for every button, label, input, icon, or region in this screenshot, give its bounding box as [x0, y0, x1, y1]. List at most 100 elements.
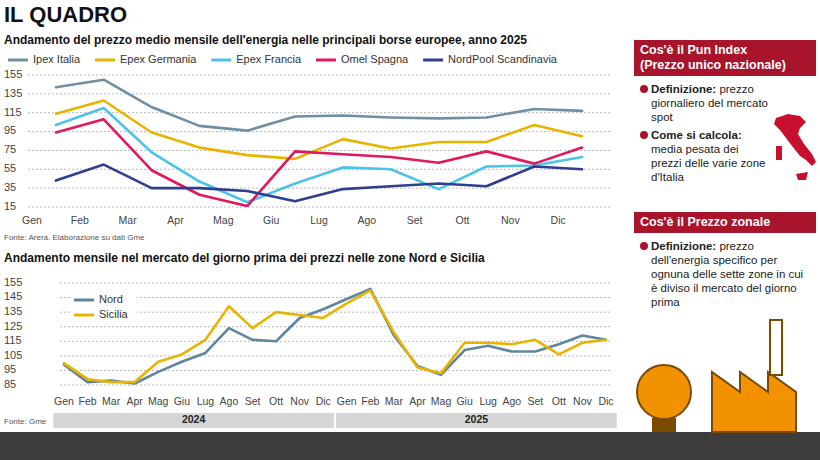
x-tick-label: Gen — [337, 395, 357, 407]
y-tick-label: 75 — [4, 143, 16, 155]
series-line — [56, 100, 582, 158]
y-tick-label: 15 — [4, 200, 16, 212]
legend-swatch — [316, 59, 336, 62]
year-band — [336, 413, 617, 428]
series-line — [56, 119, 582, 206]
y-tick-label: 105 — [4, 349, 22, 361]
bulb-base — [652, 418, 676, 432]
x-tick-label: Dic — [598, 395, 613, 407]
info-box-title: Cos'è il Prezzo zonale — [634, 212, 816, 233]
legend-label: Sicilia — [99, 308, 129, 320]
bottom-strip — [0, 432, 820, 460]
grid-line — [60, 326, 610, 327]
year-label: 2024 — [182, 413, 206, 425]
plot-lines — [64, 289, 606, 384]
bullet — [640, 131, 648, 139]
x-tick-label: Feb — [361, 395, 379, 407]
y-tick-label: 115 — [4, 334, 22, 346]
y-tick-label: 135 — [4, 87, 22, 99]
grid-line — [60, 385, 610, 386]
info-term: Come si calcola: — [651, 129, 742, 141]
x-tick-label: Ago — [357, 214, 376, 226]
grid-line — [28, 188, 610, 189]
page-title: IL QUADRO — [4, 2, 127, 27]
x-tick-label: Lug — [197, 395, 215, 407]
x-tick-label: Giu — [456, 395, 473, 407]
source-note: Fonte: Gme — [4, 417, 47, 426]
legend-swatch — [95, 59, 115, 62]
italy-sardinia — [776, 146, 782, 160]
x-tick-label: Feb — [79, 395, 97, 407]
italy-mainland — [774, 114, 816, 166]
grid-line — [28, 112, 610, 113]
legend-label: Nord — [99, 293, 123, 305]
bullet — [640, 85, 648, 93]
x-tick-label: Mag — [213, 214, 234, 226]
y-tick-label: 155 — [4, 276, 22, 288]
legend-label: Ipex Italia — [33, 53, 81, 65]
y-tick-label: 55 — [4, 162, 16, 174]
x-tick-label: Gen — [54, 395, 74, 407]
grid-line — [28, 93, 610, 94]
chimney-icon — [770, 320, 782, 375]
info-box-heading: Cos'è il Prezzo zonale — [640, 215, 810, 230]
x-tick-label: Ott — [552, 395, 566, 407]
legend-label: Omel Spagna — [341, 53, 409, 65]
x-tick-label: Mar — [385, 395, 404, 407]
x-tick-label: Gen — [22, 214, 42, 226]
x-tick-label: Ott — [269, 395, 283, 407]
legend-swatch — [211, 59, 231, 62]
legend-swatch — [423, 59, 443, 62]
grid-line — [60, 370, 610, 371]
info-term: Definizione: — [651, 240, 716, 252]
info-box: Cos'è il Pun Index(Prezzo unico nazional… — [634, 40, 816, 192]
info-box-body: Definizione: prezzo giornaliero del merc… — [634, 76, 816, 192]
y-tick-label: 155 — [4, 68, 22, 80]
y-tick-label: 95 — [4, 124, 16, 136]
bulb-icon — [637, 365, 691, 419]
factory-icon — [712, 372, 796, 432]
x-tick-label: Nov — [501, 214, 520, 226]
x-tick-label: Lug — [479, 395, 497, 407]
series-line — [56, 80, 582, 131]
y-tick-label: 135 — [4, 305, 22, 317]
legend-background — [70, 290, 137, 326]
italy-map — [770, 112, 816, 192]
info-box-heading: Cos'è il Pun Index — [640, 43, 810, 58]
grid-line — [28, 207, 610, 208]
info-item: Come si calcola: media pesata dei prezzi… — [638, 128, 768, 184]
x-tick-label: Lug — [310, 214, 328, 226]
x-tick-label: Set — [407, 214, 423, 226]
info-box-subheading: (Prezzo unico nazionale) — [640, 58, 810, 73]
x-tick-label: Set — [527, 395, 543, 407]
chart-title: Andamento mensile nel mercato del giorno… — [4, 251, 485, 265]
x-tick-label: Dic — [551, 214, 566, 226]
x-tick-label: Ago — [502, 395, 521, 407]
info-box-body: Definizione: prezzo dell'energia specifi… — [634, 233, 816, 317]
info-box: Cos'è il Prezzo zonale Definizione: prezz… — [634, 212, 816, 317]
chart-0: Andamento del prezzo medio mensile dell'… — [4, 33, 610, 242]
info-item: Definizione: prezzo dell'energia specifi… — [638, 239, 812, 309]
x-tick-label: Apr — [127, 395, 144, 407]
y-tick-label: 145 — [4, 290, 22, 302]
series-line — [56, 165, 582, 202]
x-tick-label: Apr — [167, 214, 184, 226]
x-tick-label: Set — [245, 395, 261, 407]
legend-label: Epex Germania — [120, 53, 197, 65]
y-tick-label: 35 — [4, 181, 16, 193]
x-tick-label: Giu — [174, 395, 191, 407]
series-line — [64, 290, 606, 382]
legend-swatch — [74, 299, 94, 302]
italy-sicily — [796, 172, 808, 180]
legend-label: Epex Francia — [236, 53, 302, 65]
x-tick-label: Mag — [431, 395, 452, 407]
legend-label: NordPool Scandinavia — [448, 53, 558, 65]
source-note: Fonte: Arera. Elaborazione su dati Gme — [4, 233, 145, 242]
chart-title: Andamento del prezzo medio mensile dell'… — [4, 33, 527, 47]
x-tick-label: Nov — [290, 395, 309, 407]
x-tick-label: Nov — [573, 395, 592, 407]
x-tick-label: Mar — [102, 395, 121, 407]
year-label: 2025 — [465, 413, 489, 425]
grid-line — [60, 355, 610, 356]
grid-line — [60, 297, 610, 298]
